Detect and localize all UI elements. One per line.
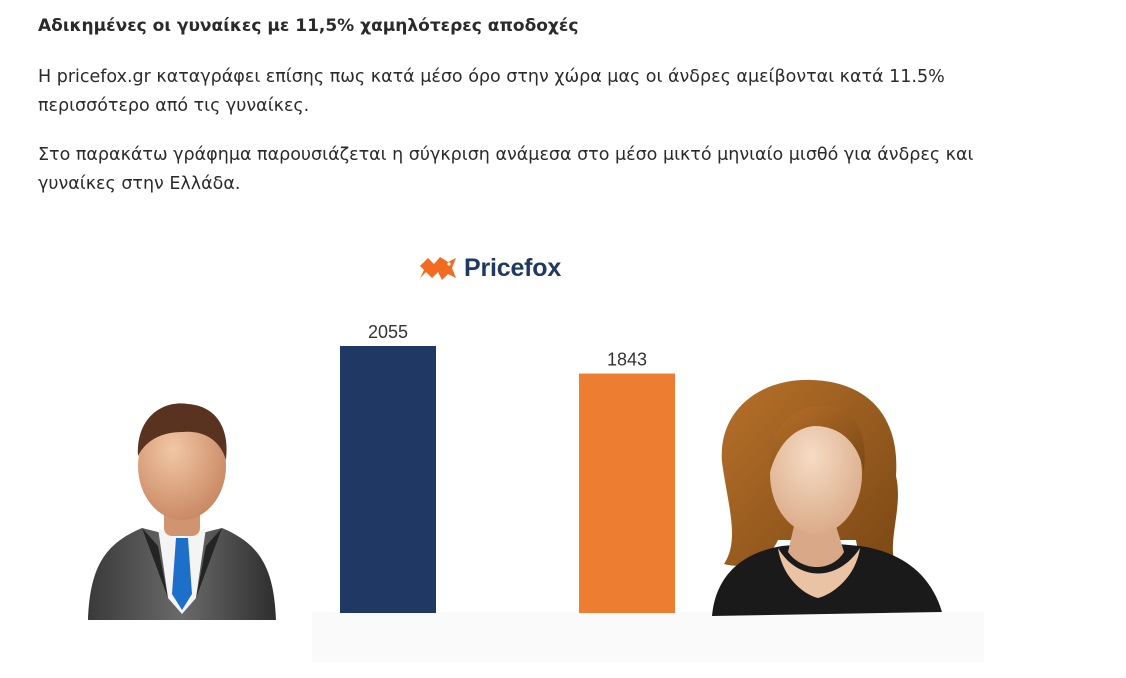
bar: [579, 373, 675, 613]
data-label: 2055: [368, 322, 408, 342]
woman-avatar-icon: [712, 379, 942, 616]
article-paragraph: Η pricefox.gr καταγράφει επίσης πως κατά…: [38, 67, 945, 116]
fox-icon: [420, 257, 456, 280]
pricefox-logo: Pricefox: [418, 248, 561, 288]
data-label: 1843: [607, 350, 647, 370]
article-paragraph: Στο παρακάτω γράφημα παρουσιάζεται η σύγ…: [38, 145, 974, 194]
article-heading: Αδικημένες οι γυναίκες με 11,5% χαμηλότε…: [38, 16, 579, 36]
figure-background: [312, 612, 984, 662]
bar: [340, 346, 436, 613]
man-avatar-icon: [88, 403, 276, 620]
bar-chart: 2055 1843: [340, 322, 675, 613]
logo-text: Pricefox: [464, 253, 562, 282]
salary-chart-figure: Pricefox 2055 1843: [0, 212, 1126, 678]
